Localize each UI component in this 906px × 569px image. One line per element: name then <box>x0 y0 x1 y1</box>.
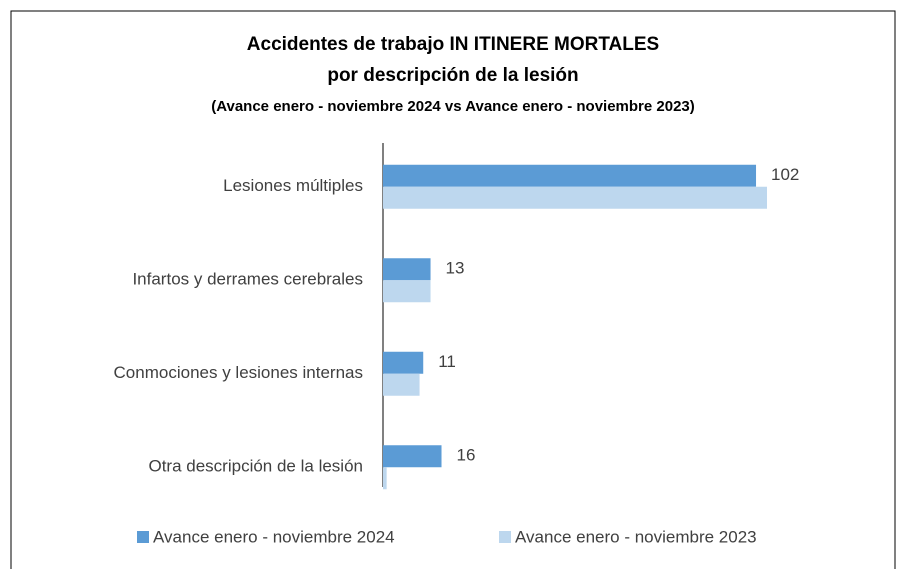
y-tick-label: Otra descripción de la lesión <box>148 457 363 476</box>
legend-label: Avance enero - noviembre 2024 <box>153 527 395 546</box>
legend-swatch <box>499 531 511 543</box>
bar <box>383 186 767 209</box>
bar <box>383 258 431 281</box>
y-tick-label: Lesiones múltiples <box>223 176 363 195</box>
bar <box>383 373 420 396</box>
data-label: 13 <box>446 259 465 278</box>
legend-swatch <box>137 531 149 543</box>
chart-title: por descripción de la lesión <box>327 65 578 86</box>
y-tick-label: Conmociones y lesiones internas <box>114 363 363 382</box>
data-label: 16 <box>457 446 476 465</box>
chart-frame <box>10 10 896 569</box>
chart-subtitle: (Avance enero - noviembre 2024 vs Avance… <box>211 98 695 115</box>
bar <box>383 445 442 468</box>
bar <box>383 467 387 490</box>
legend-label: Avance enero - noviembre 2023 <box>515 527 757 546</box>
bar <box>383 351 424 374</box>
bar <box>383 164 757 187</box>
chart-title: Accidentes de trabajo IN ITINERE MORTALE… <box>247 34 659 55</box>
bar <box>383 280 431 303</box>
y-tick-label: Infartos y derrames cerebrales <box>132 270 363 289</box>
data-label: 11 <box>438 352 456 371</box>
data-label: 102 <box>771 165 799 184</box>
